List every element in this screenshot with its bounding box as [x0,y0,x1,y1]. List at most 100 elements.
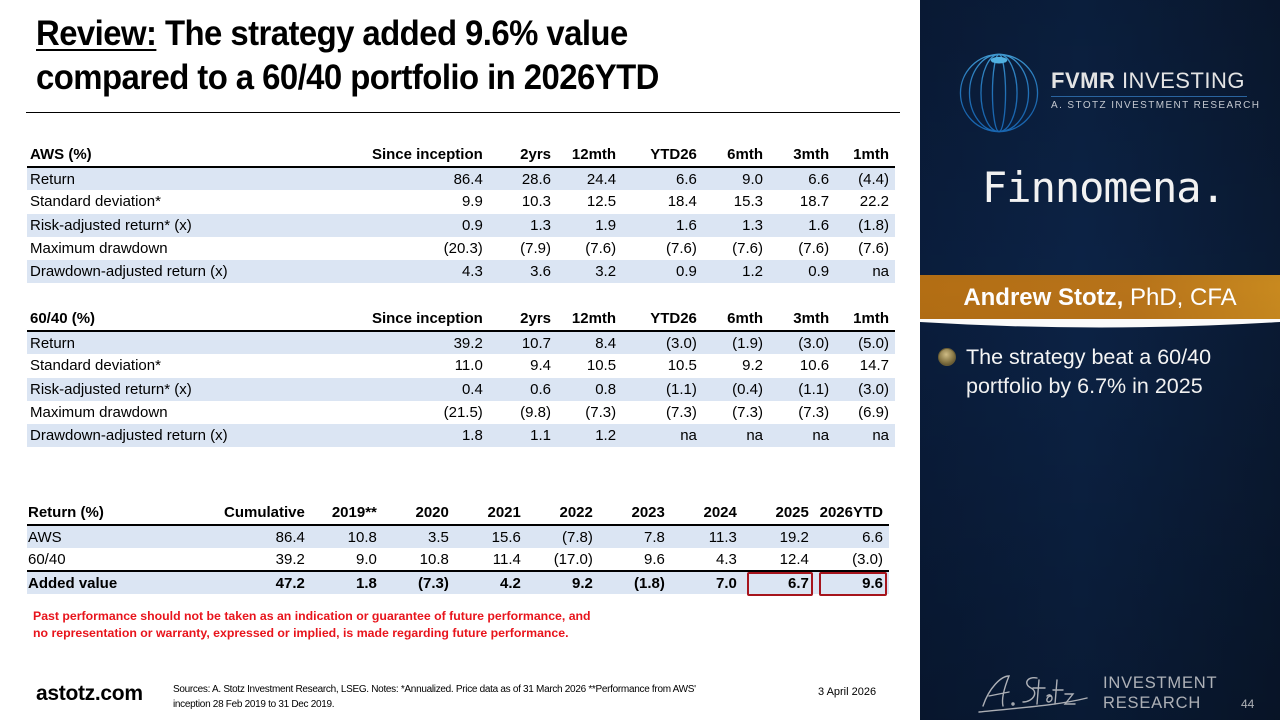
table-row: Maximum drawdown (21.5) (9.8) (7.3) (7.3) (7.… [27,401,895,424]
cell-value: 9.2 [742,357,763,375]
cell-value: (3.0) [769,331,836,355]
cell-value: 1.3 [702,213,769,237]
cell-value: (1.1) [622,377,703,401]
cell-value: 1.3 [488,213,558,237]
row-label: Maximum drawdown [30,240,168,258]
table-title: 60/40 (%) [27,306,290,332]
cell-value: (4.4) [835,167,895,191]
slide-title: Review: The strategy added 9.6% value co… [36,12,844,100]
title-prefix: Review: [36,14,157,53]
globe-bullet-icon [938,348,956,366]
added-value-row: Added value 47.2 1.8 (7.3) 4.2 9.2 (1.8) 7.0 6.7… [27,570,889,594]
cell-value: 86.4 [181,525,311,548]
cell-value: 15.6 [454,525,527,548]
cell-value: 1.2 [557,424,623,448]
signature-logo-icon [978,675,1088,713]
cell-value: na [622,424,703,448]
cell-value: (17.0) [553,550,593,568]
row-label: Added value [27,570,182,594]
col-header: 12mth [557,142,623,168]
table-row: Return 86.4 28.6 24.4 6.6 9.0 6.6 (4.4) [27,167,895,191]
cell-value: (5.0) [835,331,895,355]
col-header: 1mth [835,142,895,168]
disclaimer-line: no representation or warranty, expressed… [33,626,569,640]
presenter-banner: Andrew Stotz, PhD, CFA [920,275,1280,320]
cell-value: 6.7 [742,570,815,594]
cell-value: 39.2 [289,331,489,355]
row-label: Return [27,167,290,191]
title-divider [26,112,900,113]
cell-value: (3.0) [622,331,703,355]
cell-value: (21.5) [443,404,483,422]
cell-value: 9.6 [814,570,889,594]
table-row: Drawdown-adjusted return (x) 4.3 3.6 3.2 0.9… [27,260,895,284]
website-link[interactable]: astotz.com [36,682,143,705]
cell-value: (7.3) [666,404,697,422]
col-header: 6mth [702,142,769,168]
aws-performance-table: AWS (%) Since inception 2yrs 12mth YTD26… [27,142,895,284]
table-row: Risk-adjusted return* (x) 0.4 0.6 0.8 (1.1)(… [27,377,895,401]
cell-value: na [835,424,895,448]
col-header: Since inception [289,142,489,168]
cell-value: 4.2 [454,570,527,594]
bullet-text: The strategy beat a 60/40 portfolio by 6… [966,345,1212,398]
table-row: Standard deviation* 11.0 9.4 10.5 10.5 9.2 10.… [27,354,895,377]
fvmr-logo-text: FVMR INVESTING [1051,68,1245,94]
col-header: 2021 [454,500,527,526]
col-header: 2025 [742,500,815,526]
cell-value: 10.8 [419,550,449,568]
cell-value: (7.3) [382,570,455,594]
col-header: Cumulative [181,500,311,526]
cell-value: 4.3 [289,260,489,284]
cell-value: (7.6) [798,240,830,258]
col-header: 2yrs [488,306,558,332]
cell-value: 6.6 [769,167,836,191]
sources-line: Sources: A. Stotz Investment Research, L… [173,684,696,695]
row-label: Return [27,331,290,355]
cell-value: 6.6 [622,167,703,191]
cell-value: 0.9 [622,260,703,284]
cell-value: 1.1 [488,424,558,448]
cell-value: (3.0) [835,377,895,401]
globe-logo-icon [959,53,1039,133]
cell-value: 10.6 [799,357,830,375]
table-header-row: AWS (%) Since inception 2yrs 12mth YTD26… [27,142,895,168]
cell-value: (7.3) [585,404,617,422]
cell-value: (9.8) [520,404,552,422]
cell-value: 9.0 [356,550,377,568]
table-row: Drawdown-adjusted return (x) 1.8 1.1 1.2 na n… [27,424,895,448]
cell-value: 18.4 [667,193,697,211]
row-label: Drawdown-adjusted return (x) [27,260,290,284]
cell-value: (7.8) [526,525,599,548]
cell-value: 9.6 [644,550,665,568]
col-header: 2yrs [488,142,558,168]
cell-value: 8.4 [557,331,623,355]
col-header: 3mth [769,306,836,332]
banner-curve [920,319,1280,328]
cell-value: (6.9) [858,404,889,422]
table-header-row: Return (%) Cumulative 2019** 2020 2021 2… [27,500,889,526]
col-header: 2020 [382,500,455,526]
wordmark-line: INVESTMENT [1103,674,1218,692]
cell-value: 10.5 [667,357,697,375]
sixty-forty-performance-table: 60/40 (%) Since inception 2yrs 12mth YTD… [27,306,895,448]
cell-value: 6.6 [814,525,889,548]
cell-value: 10.5 [586,357,617,375]
sidebar-panel: FVMR INVESTING A. STOTZ INVESTMENT RESEA… [920,0,1280,720]
fvmr-bold: FVMR [1051,68,1116,93]
table-row: Maximum drawdown (20.3) (7.9) (7.6) (7.6) (7.… [27,237,895,260]
cell-value: 12.5 [586,193,617,211]
page-number: 44 [1241,697,1255,711]
cell-value: 1.6 [769,213,836,237]
cell-value: (7.3) [732,404,763,422]
title-line1: The strategy added 9.6% value [156,14,628,53]
table-title: AWS (%) [27,142,290,168]
cell-value: 3.2 [557,260,623,284]
col-header: YTD26 [622,306,703,332]
presenter-name: Andrew Stotz, [963,284,1124,311]
row-label: AWS [27,525,182,548]
cell-value: 1.6 [622,213,703,237]
cell-value: 3.5 [382,525,455,548]
cell-value: (7.6) [666,240,697,258]
cell-value: na [769,424,836,448]
